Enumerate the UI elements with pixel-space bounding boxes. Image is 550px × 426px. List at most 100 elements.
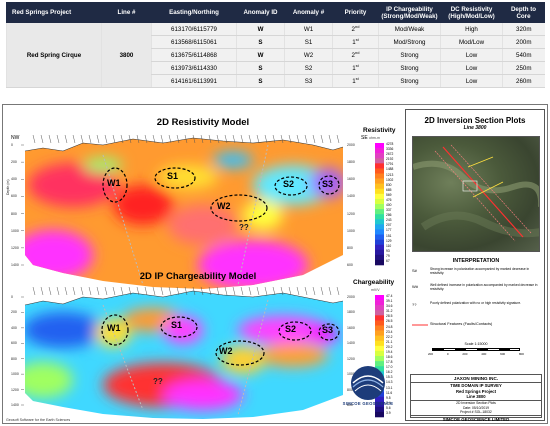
legend-swatch	[375, 345, 384, 352]
legend-swatch	[375, 183, 384, 190]
legend-swatch	[375, 148, 384, 154]
legend-swatch	[375, 204, 384, 210]
elevation-tick-label: 1600	[347, 325, 355, 330]
legend-swatch	[375, 366, 384, 372]
legend-value: 110	[386, 243, 392, 248]
anomaly-id-cell: W	[236, 48, 285, 62]
elevation-tick-label: 1800	[347, 160, 355, 165]
chargeability-title: 2D IP Chargeability Model	[139, 271, 257, 282]
depth-tick-label: 400	[11, 325, 17, 330]
project-cell: Red Spring Cirque	[6, 22, 102, 88]
table-row: 614161/6113991 S S3 1st Strong Low 260m	[7, 74, 545, 88]
res-label-s2: S2	[283, 179, 295, 189]
elevation-tick-label: 2000	[347, 143, 355, 147]
info-subtitle: Line 3800	[463, 125, 487, 131]
dc-cell: Low	[440, 48, 503, 62]
legend-value: 24.8	[386, 324, 393, 329]
legend-swatch	[375, 340, 384, 347]
info-title: 2D Inversion Section Plots	[424, 116, 526, 125]
anomaly-num-cell: W1	[284, 22, 333, 36]
legend-swatch	[375, 249, 384, 256]
depth-tick-label: 400	[11, 177, 17, 182]
legend-value: 337	[386, 208, 392, 213]
legend-value: 2672	[386, 152, 394, 157]
legend-swatch	[375, 350, 384, 357]
legend-value: 400	[386, 203, 392, 207]
legend-swatch	[375, 219, 384, 225]
legend-swatch	[375, 330, 384, 336]
elevation-tick-label: 1400	[347, 194, 355, 199]
ip-label-s3: S3	[322, 325, 334, 335]
legend-value: 685	[386, 187, 392, 192]
ip-label-w1: W1	[107, 323, 121, 333]
res-label-unknown: ??	[239, 223, 249, 232]
coords-cell: 613675/6114868	[151, 48, 237, 62]
legend-value: 67	[386, 258, 390, 263]
depth-tick-label: 200	[11, 310, 17, 315]
legend-value: 17.0	[386, 365, 393, 370]
table-row: Red Spring Cirque 3800 613170/6115779 W W1 2n…	[6, 22, 545, 88]
legend-value: 4278	[386, 142, 394, 146]
header-coords: Easting/Northing	[151, 2, 237, 23]
legend-swatch	[375, 209, 384, 215]
legend-swatch	[375, 158, 384, 164]
fault-line-symbol	[412, 324, 428, 326]
depth-tick-label: 0	[11, 143, 13, 147]
legend-swatch	[375, 305, 384, 311]
legend-swatch	[375, 229, 384, 235]
anomaly-num-cell: S2	[284, 61, 333, 75]
legend-value: 11.6	[386, 390, 393, 395]
project-name: Red Springs Project	[455, 388, 497, 394]
legend-swatch	[375, 259, 384, 266]
anomaly-id-cell: S	[236, 35, 285, 49]
title-block: JAXON MINING INC. TIME DOMAIN IP SURVEY …	[410, 374, 542, 422]
interp-text: Poorly defined polarization with no or h…	[430, 301, 522, 305]
legend-swatch	[375, 361, 384, 367]
res-label-s1: S1	[167, 171, 179, 181]
legend-swatch	[375, 193, 384, 200]
header-anomaly-id: Anomaly ID	[236, 2, 285, 23]
depth-tick-label: 1400	[11, 263, 19, 267]
legend-value: 16.2	[386, 370, 393, 375]
depth-tick-label: 1200	[11, 387, 19, 392]
elevation-tick-label: 1800	[347, 310, 355, 315]
depth-tick-label: 800	[11, 211, 17, 216]
legend-value: 18.6	[386, 355, 393, 359]
priority-cell: 2nd	[332, 22, 379, 36]
legend-swatch	[375, 143, 384, 149]
depth-cell: 260m	[502, 74, 545, 88]
legend-swatch	[375, 325, 384, 331]
depth-tick-label: 600	[11, 194, 17, 199]
depth-cell: 540m	[502, 48, 545, 62]
company-name: JAXON MINING INC.	[411, 375, 541, 383]
structural-features: Structural Features (Faults/Contacts)	[430, 322, 493, 326]
dc-cell: Mod/Low	[440, 35, 503, 49]
legend-value: 79	[386, 253, 390, 258]
interp-row-poor: ?? Poorly defined polarization with no o…	[412, 301, 540, 318]
scale-label: Scale 1:15000	[464, 342, 488, 346]
legend-swatch	[375, 173, 384, 179]
legend-value: 177	[386, 228, 392, 233]
priority-cell: 2nd	[332, 48, 379, 62]
legend-swatch	[375, 178, 384, 184]
ip-cell: Strong	[378, 48, 441, 62]
legend-swatch	[375, 335, 384, 342]
legend-value: 151	[386, 233, 392, 238]
interp-text: Well defined increase in polarization ac…	[430, 283, 538, 291]
interp-symbol: W#	[412, 284, 418, 289]
legend-value: 93	[386, 248, 390, 253]
legend-swatch	[375, 295, 384, 301]
logo-text: SIMCOE GEOSCIENCE	[342, 401, 394, 406]
depth-tick-label: 1000	[11, 372, 19, 377]
ip-cell: Mod/Strong	[378, 35, 441, 49]
table-row: 613568/6115061 S S1 1st Mod/Strong Mod/Low 200…	[7, 35, 545, 49]
coords-cell: 614161/6113991	[151, 74, 237, 88]
chargeability-legend-title: Chargeability	[353, 279, 395, 286]
legend-value: 1213	[386, 172, 394, 177]
anomaly-num-cell: S1	[284, 35, 333, 49]
depth-tick-label: 1400	[11, 403, 19, 407]
table-header-row: Red Springs Project Line # Easting/North…	[6, 2, 545, 23]
anomaly-num-cell: W2	[284, 48, 333, 62]
legend-value: 15.3	[386, 375, 393, 380]
legend-swatch	[375, 224, 384, 230]
